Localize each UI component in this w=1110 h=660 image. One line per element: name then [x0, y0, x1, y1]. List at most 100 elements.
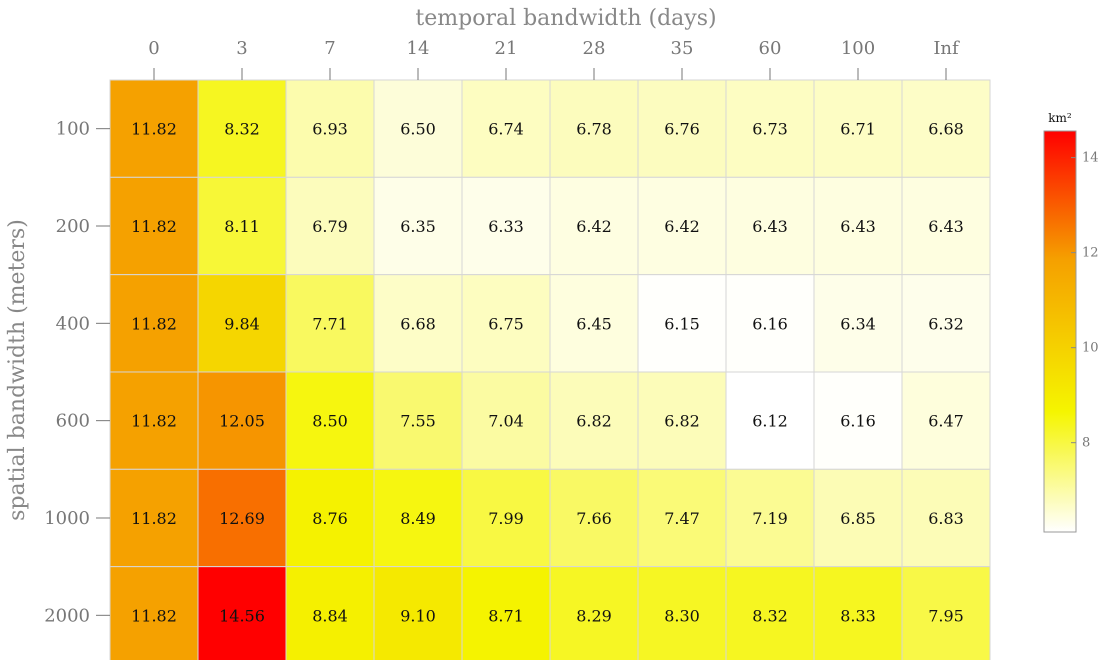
- cell-value-label: 6.93: [312, 120, 348, 139]
- y-tick-label: 100: [56, 119, 90, 140]
- x-tick-label: 0: [148, 38, 159, 59]
- heatmap-cell: [373, 79, 463, 178]
- cell-value-label: 11.82: [131, 509, 177, 528]
- y-axis: 100 200 400 600 1000 2000: [44, 119, 110, 626]
- colorbar-tick-label: 12: [1082, 246, 1099, 261]
- cell-value-label: 6.79: [312, 217, 348, 236]
- cell-value-label: 8.76: [312, 509, 348, 528]
- cell-value-label: 6.82: [576, 412, 612, 431]
- cell-value-label: 11.82: [131, 314, 177, 333]
- heatmap-cell: [813, 274, 903, 373]
- cell-value-label: 12.05: [219, 412, 265, 431]
- cell-value-label: 6.42: [576, 217, 612, 236]
- colorbar-title: km²: [1048, 111, 1072, 125]
- heatmap-cell: [197, 79, 287, 178]
- heatmap-cell: [461, 566, 551, 660]
- heatmap-cell: [637, 566, 727, 660]
- cell-value-label: 6.75: [488, 314, 524, 333]
- heatmap-cell: [461, 371, 551, 470]
- colorbar: km² 8 10 12 14: [1043, 111, 1099, 533]
- x-tick-label: Inf: [933, 38, 960, 59]
- heatmap-cell: [285, 176, 375, 276]
- heatmap-cell: [197, 468, 287, 568]
- cell-value-label: 6.82: [664, 412, 700, 431]
- heatmap-cell: [725, 468, 815, 568]
- heatmap-cell: [109, 274, 199, 373]
- heatmap-cell: [549, 176, 639, 276]
- heatmap-cell: [461, 176, 551, 276]
- cell-value-label: 6.16: [840, 412, 876, 431]
- colorbar-gradient: [1043, 130, 1077, 533]
- cell-value-label: 6.15: [664, 314, 700, 333]
- cell-value-label: 14.56: [219, 606, 265, 625]
- cell-value-label: 6.35: [400, 217, 436, 236]
- cell-value-label: 6.73: [752, 120, 788, 139]
- cell-value-label: 6.85: [840, 509, 876, 528]
- heatmap-cell-labels: 11.82 8.32 6.93 6.50 6.74 6.78 6.76 6.73 6.71 6.6…: [131, 120, 964, 626]
- x-tick-label: 60: [759, 38, 782, 59]
- heatmap-cell: [813, 566, 903, 660]
- y-tick-label: 600: [56, 411, 90, 432]
- cell-value-label: 8.71: [488, 606, 524, 625]
- cell-value-label: 8.32: [752, 606, 788, 625]
- cell-value-label: 6.78: [576, 120, 612, 139]
- heatmap-cell: [285, 274, 375, 373]
- cell-value-label: 6.71: [840, 120, 876, 139]
- heatmap-cell: [197, 566, 287, 660]
- cell-value-label: 7.95: [928, 606, 964, 625]
- y-tick-label: 1000: [44, 508, 90, 529]
- heatmap-cell: [901, 79, 991, 178]
- cell-value-label: 12.69: [219, 509, 265, 528]
- cell-value-label: 6.43: [752, 217, 788, 236]
- heatmap-cell: [461, 79, 551, 178]
- heatmap-cell: [637, 371, 727, 470]
- heatmap-cell: [549, 79, 639, 178]
- cell-value-label: 6.83: [928, 509, 964, 528]
- heatmap-cell: [813, 468, 903, 568]
- heatmap-cell: [725, 274, 815, 373]
- cell-value-label: 6.50: [400, 120, 436, 139]
- y-tick-label: 400: [56, 313, 90, 334]
- y-tick-label: 200: [56, 216, 90, 237]
- heatmap-cell: [109, 566, 199, 660]
- heatmap-cell: [461, 274, 551, 373]
- cell-value-label: 11.82: [131, 120, 177, 139]
- heatmap-cell: [813, 371, 903, 470]
- x-tick-label: 7: [324, 38, 335, 59]
- x-tick-label: 21: [495, 38, 518, 59]
- colorbar-tick-label: 10: [1082, 341, 1099, 356]
- x-axis: 0 3 7 14 21 28 35 60 100 Inf: [148, 38, 960, 80]
- x-tick-label: 28: [583, 38, 606, 59]
- cell-value-label: 9.84: [224, 314, 260, 333]
- cell-value-label: 7.04: [488, 412, 524, 431]
- cell-value-label: 8.32: [224, 120, 260, 139]
- x-tick-label: 100: [841, 38, 875, 59]
- x-tick-label: 14: [407, 38, 430, 59]
- heatmap-cell: [725, 566, 815, 660]
- heatmap-cell: [637, 274, 727, 373]
- heatmap-cell: [549, 566, 639, 660]
- cell-value-label: 6.16: [752, 314, 788, 333]
- cell-value-label: 7.99: [488, 509, 524, 528]
- cell-value-label: 6.42: [664, 217, 700, 236]
- heatmap-cell: [637, 468, 727, 568]
- heatmap-cell: [901, 176, 991, 276]
- cell-value-label: 6.12: [752, 412, 788, 431]
- heatmap-cell: [549, 468, 639, 568]
- cell-value-label: 7.71: [312, 314, 348, 333]
- colorbar-tick-label: 8: [1082, 436, 1090, 451]
- heatmap-cell: [725, 79, 815, 178]
- cell-value-label: 8.33: [840, 606, 876, 625]
- x-tick-label: 35: [671, 38, 694, 59]
- cell-value-label: 6.47: [928, 412, 964, 431]
- heatmap-cell: [373, 176, 463, 276]
- heatmap-cells: [109, 79, 991, 660]
- cell-value-label: 7.47: [664, 509, 700, 528]
- cell-value-label: 6.45: [576, 314, 612, 333]
- cell-value-label: 11.82: [131, 606, 177, 625]
- cell-value-label: 7.19: [752, 509, 788, 528]
- cell-value-label: 8.50: [312, 412, 348, 431]
- x-tick-label: 3: [236, 38, 247, 59]
- cell-value-label: 6.33: [488, 217, 524, 236]
